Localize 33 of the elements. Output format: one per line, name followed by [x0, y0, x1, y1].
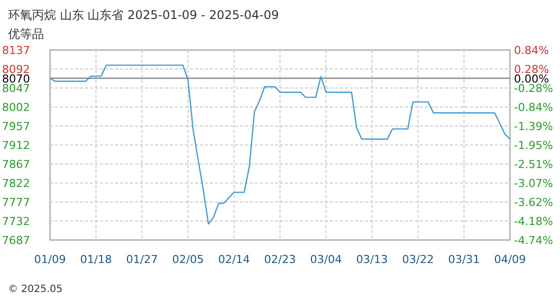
y-tick-label: 7957: [2, 120, 30, 133]
y-tick-label: 8002: [2, 101, 30, 114]
y-tick-label: 7867: [2, 158, 30, 171]
y2-tick-label: -0.28%: [514, 82, 553, 96]
x-tick-label: 02/23: [264, 253, 296, 266]
y2-tick-label: -4.18%: [514, 214, 553, 228]
y-tick-label: 7777: [2, 196, 30, 209]
y-tick-label: 7912: [2, 139, 30, 152]
x-tick-label: 03/22: [402, 253, 434, 266]
chart-subtitle: 优等品: [8, 27, 44, 41]
y-tick-label: 7687: [2, 234, 30, 247]
y2-tick-label: 0.84%: [514, 44, 549, 57]
y-tick-label: 7732: [2, 215, 30, 228]
text: © 2025.05: [8, 284, 63, 295]
y-tick-label: 8137: [2, 44, 30, 57]
x-tick-label: 01/18: [80, 253, 112, 266]
y-tick-label: 7822: [2, 177, 30, 190]
x-tick-label: 03/31: [448, 253, 480, 266]
chart-title: 环氧丙烷 山东 山东省 2025-01-09 - 2025-04-09: [8, 8, 279, 22]
x-tick-label: 02/14: [218, 253, 250, 266]
y2-tick-label: -0.84%: [514, 101, 553, 114]
x-tick-label: 02/05: [172, 253, 204, 266]
y2-tick-label: -3.62%: [514, 196, 553, 209]
x-tick-label: 03/04: [310, 253, 342, 266]
y2-tick-label: -2.51%: [514, 158, 553, 172]
x-tick-label: 01/27: [126, 253, 158, 266]
y2-tick-label: -1.39%: [514, 120, 553, 133]
x-tick-label: 04/09: [494, 253, 526, 266]
y2-tick-label: -1.95%: [514, 139, 553, 152]
y2-tick-label: -3.07%: [514, 177, 553, 190]
x-tick-label: 03/13: [356, 253, 388, 266]
x-tick-label: 01/09: [34, 253, 66, 266]
y2-tick-label: -4.74%: [514, 234, 553, 247]
